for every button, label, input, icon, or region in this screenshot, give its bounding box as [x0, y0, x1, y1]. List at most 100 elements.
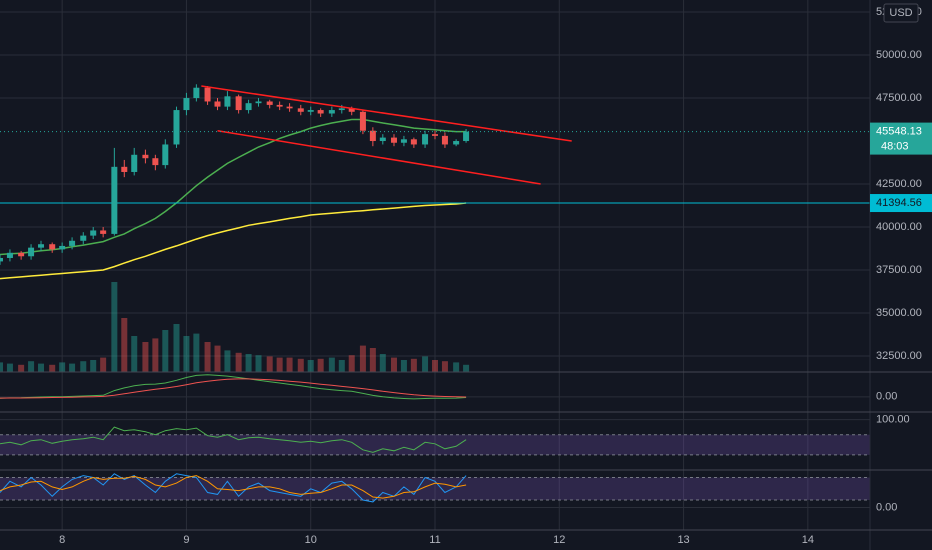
volume-bar — [348, 355, 355, 372]
y-tick-label: 0.00 — [876, 501, 897, 513]
candle-body — [121, 166, 128, 172]
candle-body — [152, 158, 159, 166]
candle-body — [162, 144, 169, 166]
volume-bar — [245, 354, 252, 372]
volume-bar — [204, 342, 211, 372]
candle-body — [214, 101, 221, 107]
candle-body — [224, 96, 231, 107]
y-tick-label: 42500.00 — [876, 178, 922, 190]
volume-bar — [422, 356, 429, 372]
last-price-label: 45548.13 — [876, 126, 922, 138]
candle-body — [18, 252, 25, 257]
volume-bar — [453, 362, 460, 372]
volume-bar — [111, 282, 118, 372]
band-fill — [0, 434, 870, 455]
candle-body — [317, 110, 324, 114]
currency-box — [883, 3, 919, 23]
moving-average — [0, 202, 467, 280]
volume-bar — [100, 357, 107, 372]
y-tick-label: 50000.00 — [876, 49, 922, 61]
y-tick-label: 37500.00 — [876, 264, 922, 276]
candle-body — [463, 131, 470, 142]
x-tick-label: 11 — [429, 534, 440, 546]
candle-body — [131, 154, 138, 172]
volume-bar — [235, 352, 242, 372]
volume-bar — [266, 356, 273, 372]
indicator-line — [0, 475, 467, 499]
x-tick-label: 8 — [59, 534, 65, 546]
volume-bar — [441, 361, 448, 372]
x-tick-label: 13 — [677, 534, 689, 546]
candle-body — [255, 101, 262, 104]
volume-bar — [131, 336, 138, 372]
y-tick-label: 100.00 — [876, 413, 910, 425]
candle-body — [390, 137, 397, 143]
volume-bar — [400, 360, 407, 372]
volume-bar — [80, 361, 87, 372]
volume-bar — [69, 363, 76, 372]
volume-bar — [142, 342, 149, 372]
volume-bar — [328, 357, 335, 372]
y-tick-label: 40000.00 — [876, 221, 922, 233]
candle-body — [369, 130, 376, 142]
volume-bar — [276, 357, 283, 372]
x-tick-label: 9 — [183, 534, 189, 546]
candle-body — [69, 240, 76, 246]
candle-body — [307, 110, 314, 112]
price-label: 41394.56 — [876, 197, 922, 209]
trend-line — [201, 85, 572, 142]
volume-bar — [193, 333, 200, 372]
volume-bar — [463, 364, 470, 372]
y-tick-label: 0.00 — [876, 391, 897, 403]
candle-body — [235, 96, 242, 111]
volume-bar — [183, 336, 190, 372]
volume-bar — [286, 357, 293, 372]
volume-bar — [173, 324, 180, 372]
volume-bar — [0, 362, 3, 372]
candle-body — [38, 244, 45, 248]
candle-body — [359, 111, 366, 131]
candle-body — [6, 252, 13, 258]
volume-bar — [317, 358, 324, 372]
candle-body — [90, 230, 97, 236]
indicator-line — [0, 378, 467, 399]
currency-label: USD — [889, 7, 912, 19]
volume-bar — [152, 338, 159, 372]
indicator-line — [0, 473, 467, 503]
trend-line — [217, 129, 541, 185]
candle-body — [80, 235, 87, 241]
candle-body — [100, 230, 107, 234]
volume-bar — [90, 360, 97, 372]
volume-bar — [6, 363, 13, 372]
volume-bar — [224, 350, 231, 372]
volume-bar — [307, 360, 314, 372]
y-tick-label: 47500.00 — [876, 92, 922, 104]
candle-body — [410, 139, 417, 145]
candle-body — [245, 103, 252, 111]
volume-bar — [28, 361, 35, 372]
volume-bar — [162, 330, 169, 372]
y-tick-label: 32500.00 — [876, 350, 922, 362]
last-price-box — [870, 122, 932, 155]
plot-area — [0, 84, 870, 503]
candle-body — [204, 87, 211, 102]
volume-bar — [410, 358, 417, 372]
candle-body — [0, 257, 3, 262]
candle-body — [379, 137, 386, 142]
volume-bar — [432, 360, 438, 372]
candle-body — [441, 135, 448, 145]
volume-bar — [59, 362, 66, 372]
volume-bar — [49, 364, 56, 372]
volume-bar — [359, 345, 366, 372]
volume-bar — [369, 348, 376, 372]
moving-average — [0, 118, 467, 256]
x-tick-label: 10 — [305, 534, 317, 546]
x-tick-label: 14 — [802, 534, 814, 546]
candle-body — [142, 154, 149, 159]
volume-bar — [38, 363, 45, 372]
volume-bar — [297, 358, 304, 372]
candle-body — [49, 244, 56, 250]
